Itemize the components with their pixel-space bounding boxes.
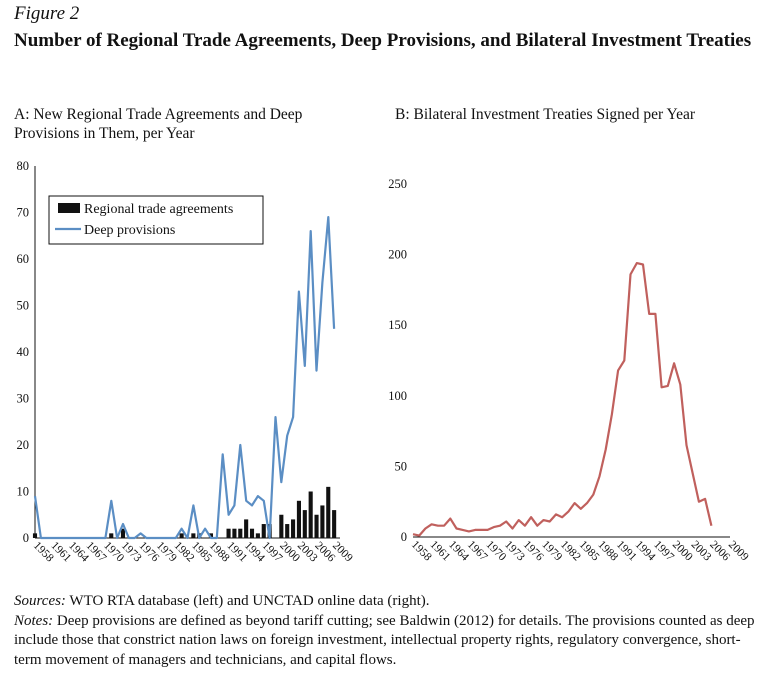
panel-b-x-tick-label: 1958 [409, 539, 434, 564]
panel-a-rta-bar [314, 514, 319, 538]
panel-a-rta-bar [332, 510, 337, 538]
panel-a-y-tick-label: 0 [23, 531, 29, 545]
panel-a-y-tick-label: 70 [17, 206, 30, 220]
panel-a-legend-label-deep: Deep provisions [84, 223, 175, 238]
panel-a-rta-bar [296, 500, 301, 538]
sources-line: Sources: WTO RTA database (left) and UNC… [14, 592, 759, 612]
panel-b-x-tick-label: 1997 [651, 539, 676, 564]
panel-a-rta-bar [226, 528, 231, 538]
panel-a-chart: 0102030405060708019581961196419671970197… [17, 159, 355, 565]
panel-a-rta-bar [208, 533, 214, 538]
panel-b-y-tick-label: 150 [388, 318, 407, 332]
panel-b-x-tick-label: 1964 [446, 539, 471, 564]
panel-a-y-tick-label: 20 [17, 438, 30, 452]
panel-a-rta-bar [261, 524, 266, 538]
panel-b-x-tick-label: 1988 [595, 539, 620, 564]
panel-a-rta-bar [326, 486, 331, 538]
panel-b-x-tick-label: 1976 [521, 539, 546, 564]
panel-b-chart: 0501001502002501958196119641967197019731… [388, 177, 751, 564]
panel-a-rta-bar [120, 528, 126, 538]
panel-a-rta-bar [179, 533, 184, 538]
panel-a-rta-bar [32, 533, 38, 538]
panel-b-x-tick-label: 2006 [707, 539, 732, 564]
panel-a-y-tick-label: 80 [17, 159, 30, 173]
panel-a-y-tick-label: 30 [17, 392, 30, 406]
panel-b-x-tick-label: 2009 [726, 539, 751, 564]
notes-text: Deep provisions are defined as beyond ta… [14, 612, 755, 668]
sources-text: WTO RTA database (left) and UNCTAD onlin… [69, 593, 430, 609]
figure-label: Figure 2 [14, 3, 80, 24]
panel-a-y-tick-label: 60 [17, 252, 30, 266]
panel-a-title: A: New Regional Trade Agreements and Dee… [14, 106, 303, 142]
panel-a-deep-provisions-line [33, 216, 336, 540]
panel-a-rta-bar [302, 510, 307, 538]
figure-title: Number of Regional Trade Agreements, Dee… [14, 30, 752, 51]
notes-line: Notes: Deep provisions are defined as be… [14, 612, 759, 671]
panel-a-legend: Regional trade agreements Deep provisions [48, 195, 264, 245]
panel-a-legend-bar-swatch [58, 203, 80, 213]
panel-b-x-tick-label: 1979 [539, 539, 564, 564]
panel-b-y-tick-label: 250 [388, 177, 407, 191]
panel-b-y-tick-label: 50 [395, 459, 408, 473]
panel-a-rta-bar [232, 528, 237, 538]
panel-a-legend-box [48, 195, 264, 245]
panel-b-x-tick-label: 1961 [428, 539, 453, 564]
sources-label: Sources: [14, 593, 66, 609]
panel-a-rta-bar [249, 528, 255, 538]
panel-b-y-tick-label: 0 [401, 530, 407, 544]
panel-b-bit-line [412, 262, 713, 537]
panel-b-y-tick-label: 100 [388, 389, 407, 403]
panel-b-y-tick-label: 200 [388, 248, 407, 262]
panel-a-rta-bar [255, 533, 260, 538]
panel-b-x-tick-label: 2003 [689, 539, 714, 564]
panel-a-rta-bar [291, 519, 296, 538]
panel-a-rta-bar [308, 491, 313, 538]
notes-label: Notes: [14, 612, 54, 629]
panel-b-x-tick-label: 1994 [633, 539, 658, 564]
panel-b-title: B: Bilateral Investment Treaties Signed … [395, 106, 696, 123]
panel-b-x-tick-label: 1982 [558, 539, 583, 564]
panel-b-x-tick-label: 1970 [483, 539, 508, 564]
panel-b-x-tick-label: 1985 [577, 539, 602, 564]
panel-a-y-tick-label: 40 [17, 345, 30, 359]
panel-a-legend-label-rta: Regional trade agreements [84, 202, 233, 217]
panel-a-rta-bar [238, 528, 243, 538]
panel-b-x-tick-label: 2000 [670, 539, 695, 564]
panel-a-rta-bar [320, 505, 325, 538]
charts-canvas: 0102030405060708019581961196419671970197… [17, 159, 751, 565]
panel-a-rta-bar [285, 524, 290, 538]
panel-b-x-tick-label: 1967 [465, 539, 490, 564]
panel-b-x-tick-label: 1973 [502, 539, 527, 564]
panel-a-rta-bar [279, 514, 284, 538]
panel-a-rta-bar [244, 519, 249, 538]
panel-a-rta-bar [191, 533, 196, 538]
panel-a-y-tick-label: 10 [17, 485, 30, 499]
panel-a-rta-bar [109, 533, 114, 538]
notes-block: Sources: WTO RTA database (left) and UNC… [14, 592, 759, 670]
panel-a-y-tick-label: 50 [17, 299, 30, 313]
panel-b-x-tick-label: 1991 [614, 539, 639, 564]
